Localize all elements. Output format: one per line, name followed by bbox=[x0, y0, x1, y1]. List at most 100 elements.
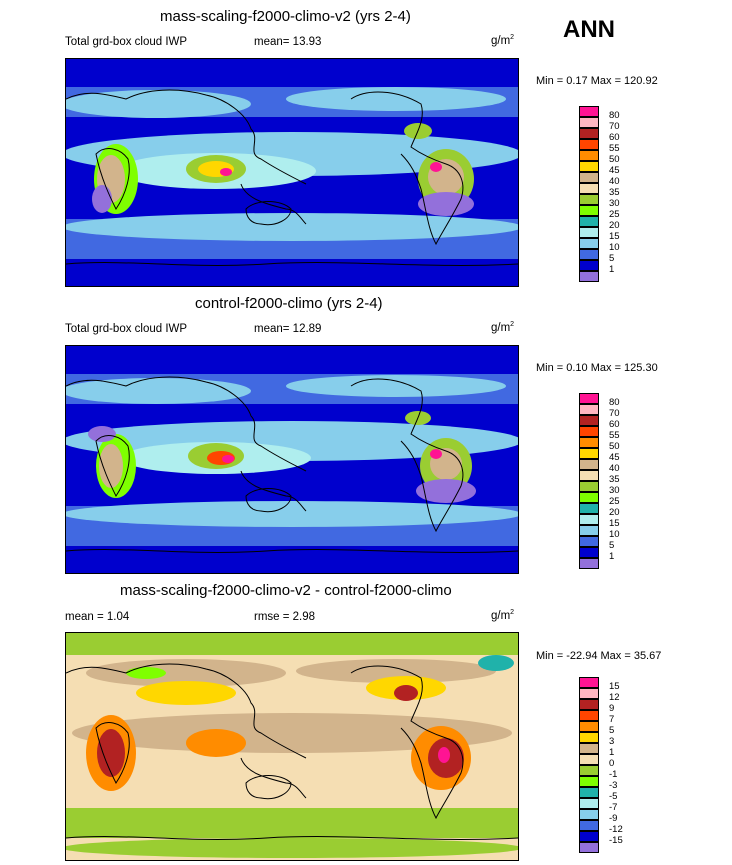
panel-2-colorbar: 80 70 60 55 50 45 40 35 30 25 20 15 10 5… bbox=[579, 393, 620, 569]
colorbar-label: 35 bbox=[609, 187, 620, 198]
colorbar-label: 60 bbox=[609, 419, 620, 430]
map-blob bbox=[88, 426, 116, 442]
coastlines bbox=[66, 376, 518, 553]
colorbar-swatch bbox=[579, 205, 599, 216]
panel-1-map bbox=[65, 58, 519, 287]
map-blob bbox=[394, 685, 418, 701]
colorbar-label: 10 bbox=[609, 529, 620, 540]
colorbar-swatch bbox=[579, 194, 599, 205]
coastline bbox=[350, 91, 464, 246]
colorbar-label: 35 bbox=[609, 474, 620, 485]
coastline bbox=[245, 488, 292, 513]
colorbar-label: 60 bbox=[609, 132, 620, 143]
colorbar-swatch bbox=[579, 128, 599, 139]
map-band bbox=[286, 87, 506, 111]
map-band bbox=[66, 838, 518, 858]
colorbar-swatch bbox=[579, 426, 599, 437]
map-band bbox=[66, 378, 251, 404]
colorbar-swatch bbox=[579, 216, 599, 227]
colorbar-label: 70 bbox=[609, 408, 620, 419]
map-blob bbox=[186, 729, 246, 757]
colorbar-label: 20 bbox=[609, 507, 620, 518]
colorbar-swatch bbox=[579, 459, 599, 470]
colorbar-label: 1 bbox=[609, 551, 615, 562]
colorbar-label: 15 bbox=[609, 518, 620, 529]
colorbar-label: -3 bbox=[609, 780, 618, 791]
panel-3-mean: mean = 1.04 bbox=[65, 611, 130, 623]
colorbar-swatch bbox=[579, 743, 599, 754]
map-band bbox=[66, 269, 518, 286]
panel-3-minmax: Min = -22.94 Max = 35.67 bbox=[536, 650, 662, 662]
colorbar-label: 0 bbox=[609, 758, 615, 769]
colorbar-label: -5 bbox=[609, 791, 618, 802]
colorbar-swatch bbox=[579, 117, 599, 128]
panel-2-mean: mean= 12.89 bbox=[254, 323, 322, 335]
colorbar-swatch bbox=[579, 677, 599, 688]
colorbar-swatch bbox=[579, 161, 599, 172]
panel-3-map-svg bbox=[66, 633, 518, 860]
colorbar-label: -7 bbox=[609, 802, 618, 813]
map-blob bbox=[430, 449, 442, 459]
colorbar-label: 40 bbox=[609, 176, 620, 187]
colorbar-swatch bbox=[579, 831, 599, 842]
colorbar-swatch bbox=[579, 503, 599, 514]
panel-3-units: g/m2 bbox=[491, 609, 515, 622]
colorbar-swatch bbox=[579, 238, 599, 249]
map-blob bbox=[136, 681, 236, 705]
colorbar-label: 20 bbox=[609, 220, 620, 231]
colorbar-label: 5 bbox=[609, 253, 615, 264]
colorbar-swatch bbox=[579, 139, 599, 150]
panel-1-title: mass-scaling-f2000-climo-v2 (yrs 2-4) bbox=[160, 8, 411, 25]
map-blob bbox=[430, 162, 442, 172]
colorbar-swatch bbox=[579, 415, 599, 426]
map-blob bbox=[99, 444, 123, 488]
colorbar-label: 15 bbox=[609, 681, 620, 692]
colorbar-label: 80 bbox=[609, 397, 620, 408]
coastline bbox=[66, 262, 518, 266]
colorbar-swatch bbox=[579, 150, 599, 161]
coastline bbox=[245, 775, 292, 800]
map-blob bbox=[222, 455, 234, 463]
map-band bbox=[86, 659, 286, 687]
colorbar-label: 1 bbox=[609, 264, 615, 275]
colorbar-swatch bbox=[579, 754, 599, 765]
coastline bbox=[245, 201, 292, 226]
map-band bbox=[286, 375, 506, 397]
coastline bbox=[66, 549, 518, 553]
panel-2-subtitle: Total grd-box cloud IWP bbox=[65, 323, 188, 335]
map-band bbox=[66, 90, 251, 118]
map-blob bbox=[418, 192, 474, 216]
season-label: ANN bbox=[563, 16, 615, 43]
map-blob bbox=[478, 655, 514, 671]
colorbar-label: 9 bbox=[609, 703, 615, 714]
map-blob bbox=[220, 168, 232, 176]
colorbar-swatch bbox=[579, 820, 599, 831]
coastline bbox=[66, 663, 307, 799]
colorbar-swatch bbox=[579, 798, 599, 809]
map-blob bbox=[92, 185, 112, 213]
coastline bbox=[95, 148, 130, 210]
colorbar-swatch bbox=[579, 721, 599, 732]
colorbar-swatch bbox=[579, 558, 599, 569]
colorbar-swatch bbox=[579, 732, 599, 743]
colorbar-swatch bbox=[579, 437, 599, 448]
colorbar-label: 5 bbox=[609, 540, 615, 551]
colorbar-label: 50 bbox=[609, 441, 620, 452]
colorbar-label: 1 bbox=[609, 747, 615, 758]
colorbar-swatch bbox=[579, 536, 599, 547]
map-blob bbox=[416, 479, 476, 503]
coastlines bbox=[66, 89, 518, 266]
colorbar-swatch bbox=[579, 172, 599, 183]
colorbar-swatch bbox=[579, 710, 599, 721]
colorbar-swatch bbox=[579, 249, 599, 260]
colorbar-label: 3 bbox=[609, 736, 615, 747]
map-blob bbox=[438, 747, 450, 763]
colorbar-swatch bbox=[579, 470, 599, 481]
colorbar-label: 55 bbox=[609, 143, 620, 154]
colorbar-swatch bbox=[579, 260, 599, 271]
panel-2-title: control-f2000-climo (yrs 2-4) bbox=[195, 295, 383, 312]
panel-2-map bbox=[65, 345, 519, 574]
colorbar-swatch bbox=[579, 699, 599, 710]
colorbar-swatch bbox=[579, 448, 599, 459]
colorbar-swatch bbox=[579, 842, 599, 853]
